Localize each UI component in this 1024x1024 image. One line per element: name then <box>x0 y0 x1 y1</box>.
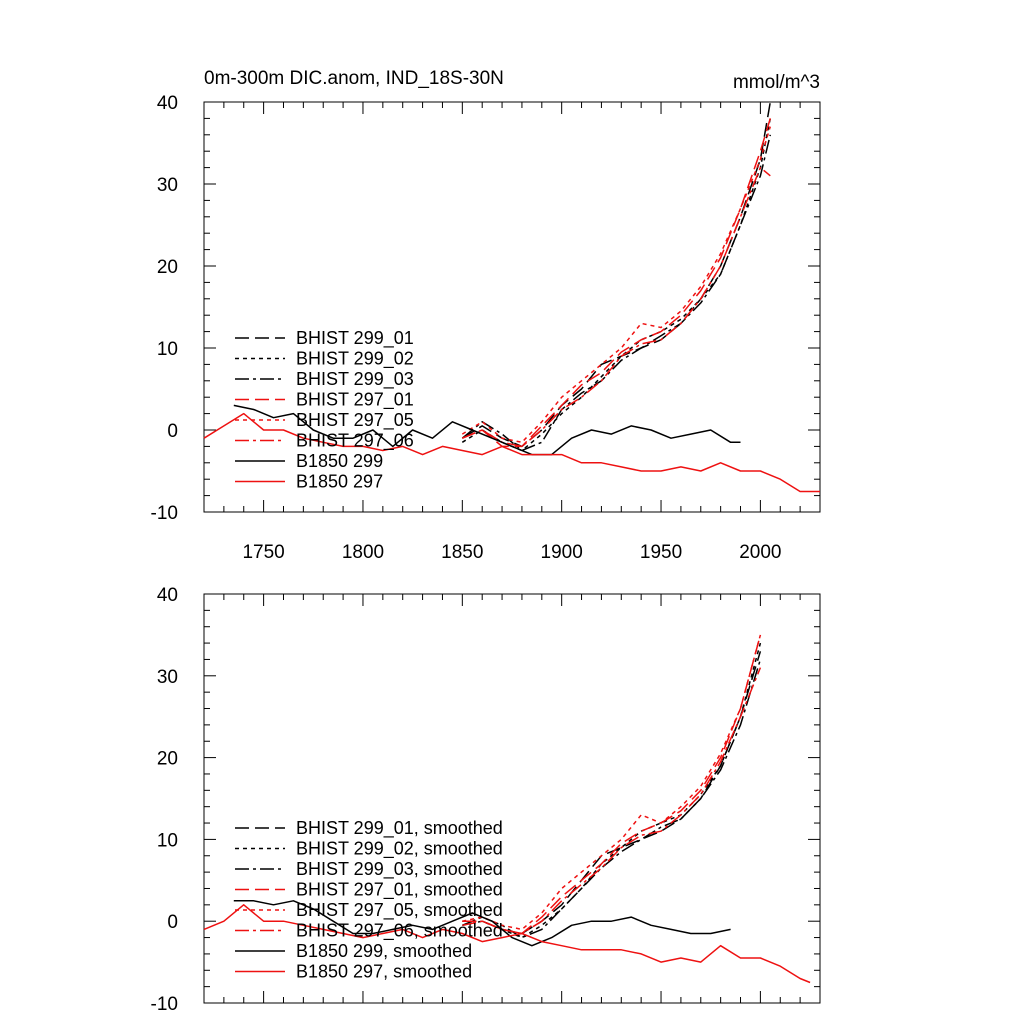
series-line <box>203 904 811 984</box>
x-tick-label: 1850 <box>441 542 483 563</box>
y-tick-label: -10 <box>151 994 178 1015</box>
x-tick-label: 1750 <box>242 542 284 563</box>
legend-entry: BHIST 299_02, smoothed <box>296 839 503 860</box>
plot-frame <box>203 101 821 513</box>
y-tick-label: 0 <box>167 421 178 442</box>
series-line <box>462 642 762 939</box>
y-tick-label: 0 <box>167 912 178 933</box>
chart-title: 0m-300m DIC.anom, IND_18S-30N <box>204 68 504 89</box>
series-line <box>462 651 762 935</box>
y-tick-label: -10 <box>151 503 178 524</box>
top-panel: 1750 1800 1850 1900 1950 2000 -10 0 10 20 30 40 BHIS… <box>151 93 821 563</box>
series-line <box>462 118 772 448</box>
legend-entry: B1850 297, smoothed <box>296 962 472 982</box>
x-tick-label: 2000 <box>739 542 781 563</box>
y-tick-label: 40 <box>157 93 178 114</box>
y-tick-label: 20 <box>157 257 178 278</box>
series-line <box>461 101 772 448</box>
y-tick-label: 20 <box>157 749 178 770</box>
legend-entry: BHIST 297_06 <box>296 431 414 452</box>
legend-entry: BHIST 299_03 <box>296 369 414 390</box>
legend-entry: B1850 299, smoothed <box>296 941 472 961</box>
legend-entry: BHIST 299_02 <box>296 349 414 370</box>
legend-entry: BHIST 297_06, smoothed <box>296 921 503 942</box>
legend-entry: BHIST 297_05 <box>296 410 414 431</box>
legend-entry: B1850 297 <box>296 472 383 492</box>
series-line <box>462 634 762 931</box>
series-line <box>233 900 731 947</box>
x-tick-label: 1800 <box>342 542 384 563</box>
plot-frame <box>203 593 821 1004</box>
y-tick-label: 30 <box>157 667 178 688</box>
y-tick-label: 10 <box>157 830 178 851</box>
series-line <box>233 404 741 456</box>
legend-entry: BHIST 299_03, smoothed <box>296 859 503 880</box>
series-line <box>462 659 762 939</box>
series-line <box>203 412 820 493</box>
series-line <box>462 166 771 448</box>
x-tick-label: 1900 <box>541 542 583 563</box>
units-label: mmol/m^3 <box>733 72 820 93</box>
series-line <box>461 134 772 452</box>
legend-entry: BHIST 299_01 <box>296 328 414 349</box>
series-line <box>461 126 772 444</box>
legend-entry: BHIST 297_05, smoothed <box>296 900 503 921</box>
legend-entry: B1850 299 <box>296 451 383 471</box>
y-tick-label: 10 <box>157 339 178 360</box>
series-line <box>461 118 772 452</box>
y-tick-label: 40 <box>157 585 178 606</box>
y-tick-label: 30 <box>157 175 178 196</box>
series-line <box>462 667 762 935</box>
x-tick-label: 1950 <box>640 542 682 563</box>
legend-entry: BHIST 297_01 <box>296 390 414 411</box>
legend-entry: BHIST 297_01, smoothed <box>296 880 503 901</box>
legend-entry: BHIST 299_01, smoothed <box>296 818 503 839</box>
series-line <box>462 634 762 935</box>
